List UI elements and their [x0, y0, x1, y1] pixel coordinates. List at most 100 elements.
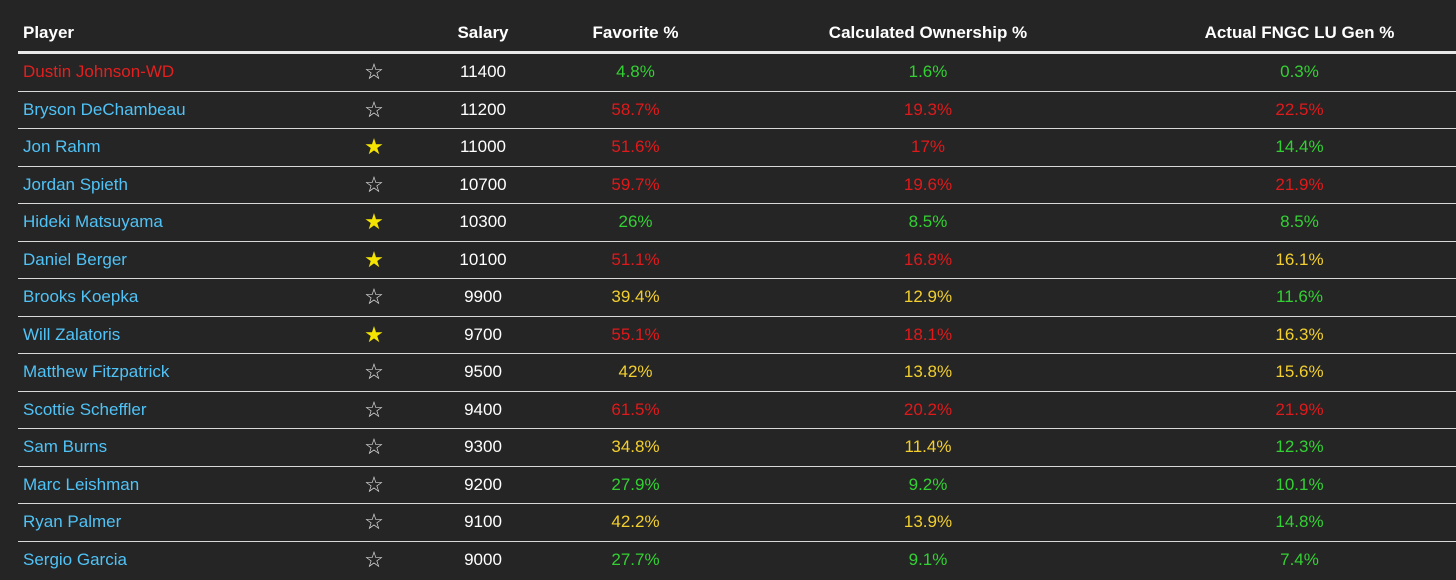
player-name-link[interactable]: Sergio Garcia [23, 549, 127, 569]
favorite-star-cell: ☆ [340, 541, 408, 578]
table-row: Brooks Koepka ☆ 9900 39.4% 12.9% 11.6% [18, 278, 1456, 317]
table-row: Bryson DeChambeau ☆ 11200 58.7% 19.3% 22.5% [18, 91, 1456, 129]
calculated-ownership-cell: 16.8% [713, 241, 1143, 279]
calculated-ownership-cell: 13.8% [713, 353, 1143, 392]
player-name-link[interactable]: Bryson DeChambeau [18, 91, 340, 129]
star-outline-icon[interactable]: ☆ [364, 396, 384, 422]
salary-cell: 11200 [408, 91, 558, 129]
favorite-star-cell: ☆ [340, 353, 408, 392]
favorite-pct-cell: 26% [558, 203, 713, 242]
calculated-ownership-cell: 20.2% [713, 391, 1143, 429]
favorite-pct-cell: 39.4% [558, 278, 713, 317]
salary-cell: 10700 [408, 166, 558, 204]
salary-cell: 9700 [408, 316, 558, 354]
actual-lu-gen-cell: 10.1% [1143, 466, 1456, 504]
column-header-calculated-ownership[interactable]: Calculated Ownership % [713, 14, 1143, 54]
actual-lu-gen-cell: 14.4% [1143, 128, 1456, 167]
table-row: Matthew Fitzpatrick ☆ 9500 42% 13.8% 15.6% [18, 353, 1456, 392]
star-outline-icon[interactable]: ☆ [364, 471, 384, 497]
favorite-pct-cell: 27.7% [611, 549, 660, 569]
salary-cell: 9500 [408, 353, 558, 392]
star-outline-icon[interactable]: ☆ [364, 509, 384, 535]
salary-cell: 11400 [408, 52, 558, 92]
calculated-ownership-cell: 13.9% [713, 503, 1143, 542]
favorite-pct-cell: 27.9% [558, 466, 713, 504]
player-name-link[interactable]: Dustin Johnson-WD [18, 52, 340, 92]
player-name-link[interactable]: Will Zalatoris [18, 316, 340, 354]
favorite-star-cell: ★ [340, 316, 408, 354]
favorite-star-cell: ★ [340, 241, 408, 279]
calculated-ownership-cell: 9.1% [908, 549, 948, 569]
column-header-favorite[interactable]: Favorite % [558, 14, 713, 54]
table-row: Sam Burns ☆ 9300 34.8% 11.4% 12.3% [18, 428, 1456, 467]
salary-cell: 9100 [408, 503, 558, 542]
star-outline-icon[interactable]: ☆ [364, 546, 384, 572]
actual-lu-gen-cell: 15.6% [1143, 353, 1456, 392]
calculated-ownership-cell: 12.9% [713, 278, 1143, 317]
column-header-actual-lu-gen[interactable]: Actual FNGC LU Gen % [1143, 14, 1456, 54]
player-name-link[interactable]: Daniel Berger [18, 241, 340, 279]
actual-lu-gen-cell: 11.6% [1143, 278, 1456, 317]
player-name-link[interactable]: Marc Leishman [18, 466, 340, 504]
column-header-star [340, 14, 408, 54]
player-name-link[interactable]: Matthew Fitzpatrick [18, 353, 340, 392]
table-row: Dustin Johnson-WD ☆ 11400 4.8% 1.6% 0.3% [18, 52, 1456, 92]
player-name-link[interactable]: Ryan Palmer [18, 503, 340, 542]
salary-cell: 9400 [408, 391, 558, 429]
actual-lu-gen-cell: 22.5% [1143, 91, 1456, 129]
favorite-star-cell: ★ [340, 128, 408, 167]
star-outline-icon[interactable]: ☆ [364, 96, 384, 122]
player-name-link[interactable]: Scottie Scheffler [18, 391, 340, 429]
star-outline-icon[interactable]: ☆ [364, 434, 384, 460]
table-row: Will Zalatoris ★ 9700 55.1% 18.1% 16.3% [18, 316, 1456, 354]
star-outline-icon[interactable]: ☆ [364, 284, 384, 310]
player-name-link[interactable]: Hideki Matsuyama [18, 203, 340, 242]
calculated-ownership-cell: 19.6% [713, 166, 1143, 204]
salary-cell: 9300 [408, 428, 558, 467]
star-filled-icon[interactable]: ★ [364, 246, 384, 272]
actual-lu-gen-cell: 7.4% [1280, 549, 1319, 569]
star-outline-icon[interactable]: ☆ [364, 359, 384, 385]
table-row: Sergio Garcia ☆ 9000 27.7% 9.1% 7.4% [18, 541, 1456, 578]
star-outline-icon[interactable]: ☆ [364, 59, 384, 85]
favorite-star-cell: ☆ [340, 391, 408, 429]
favorite-star-cell: ☆ [340, 52, 408, 92]
favorite-pct-cell: 34.8% [558, 428, 713, 467]
star-outline-icon[interactable]: ☆ [364, 171, 384, 197]
player-name-link[interactable]: Jordan Spieth [18, 166, 340, 204]
favorite-star-cell: ☆ [340, 503, 408, 542]
table-row: Jordan Spieth ☆ 10700 59.7% 19.6% 21.9% [18, 166, 1456, 204]
favorite-star-cell: ☆ [340, 166, 408, 204]
favorite-pct-cell: 58.7% [558, 91, 713, 129]
actual-lu-gen-cell: 21.9% [1143, 166, 1456, 204]
salary-cell: 10100 [408, 241, 558, 279]
calculated-ownership-cell: 19.3% [713, 91, 1143, 129]
favorite-pct-cell: 61.5% [558, 391, 713, 429]
calculated-ownership-cell: 18.1% [713, 316, 1143, 354]
column-header-salary[interactable]: Salary [408, 14, 558, 54]
favorite-pct-cell: 59.7% [558, 166, 713, 204]
player-name-link[interactable]: Brooks Koepka [18, 278, 340, 317]
table-row: Jon Rahm ★ 11000 51.6% 17% 14.4% [18, 128, 1456, 167]
star-filled-icon[interactable]: ★ [364, 209, 384, 235]
table-header-row: Player Salary Favorite % Calculated Owne… [18, 14, 1456, 54]
favorite-star-cell: ☆ [340, 466, 408, 504]
table-body: Dustin Johnson-WD ☆ 11400 4.8% 1.6% 0.3% Bryso… [18, 52, 1456, 579]
actual-lu-gen-cell: 8.5% [1143, 203, 1456, 242]
column-header-player[interactable]: Player [18, 14, 340, 54]
salary-cell: 9000 [464, 549, 502, 569]
actual-lu-gen-cell: 0.3% [1143, 52, 1456, 92]
favorite-pct-cell: 51.6% [558, 128, 713, 167]
player-name-link[interactable]: Jon Rahm [18, 128, 340, 167]
star-filled-icon[interactable]: ★ [364, 321, 384, 347]
salary-cell: 9200 [408, 466, 558, 504]
table-row: Ryan Palmer ☆ 9100 42.2% 13.9% 14.8% [18, 503, 1456, 542]
actual-lu-gen-cell: 16.1% [1143, 241, 1456, 279]
star-filled-icon[interactable]: ★ [364, 134, 384, 160]
favorite-pct-cell: 42.2% [558, 503, 713, 542]
favorite-pct-cell: 42% [558, 353, 713, 392]
calculated-ownership-cell: 11.4% [713, 428, 1143, 467]
table-row: Hideki Matsuyama ★ 10300 26% 8.5% 8.5% [18, 203, 1456, 242]
player-name-link[interactable]: Sam Burns [18, 428, 340, 467]
